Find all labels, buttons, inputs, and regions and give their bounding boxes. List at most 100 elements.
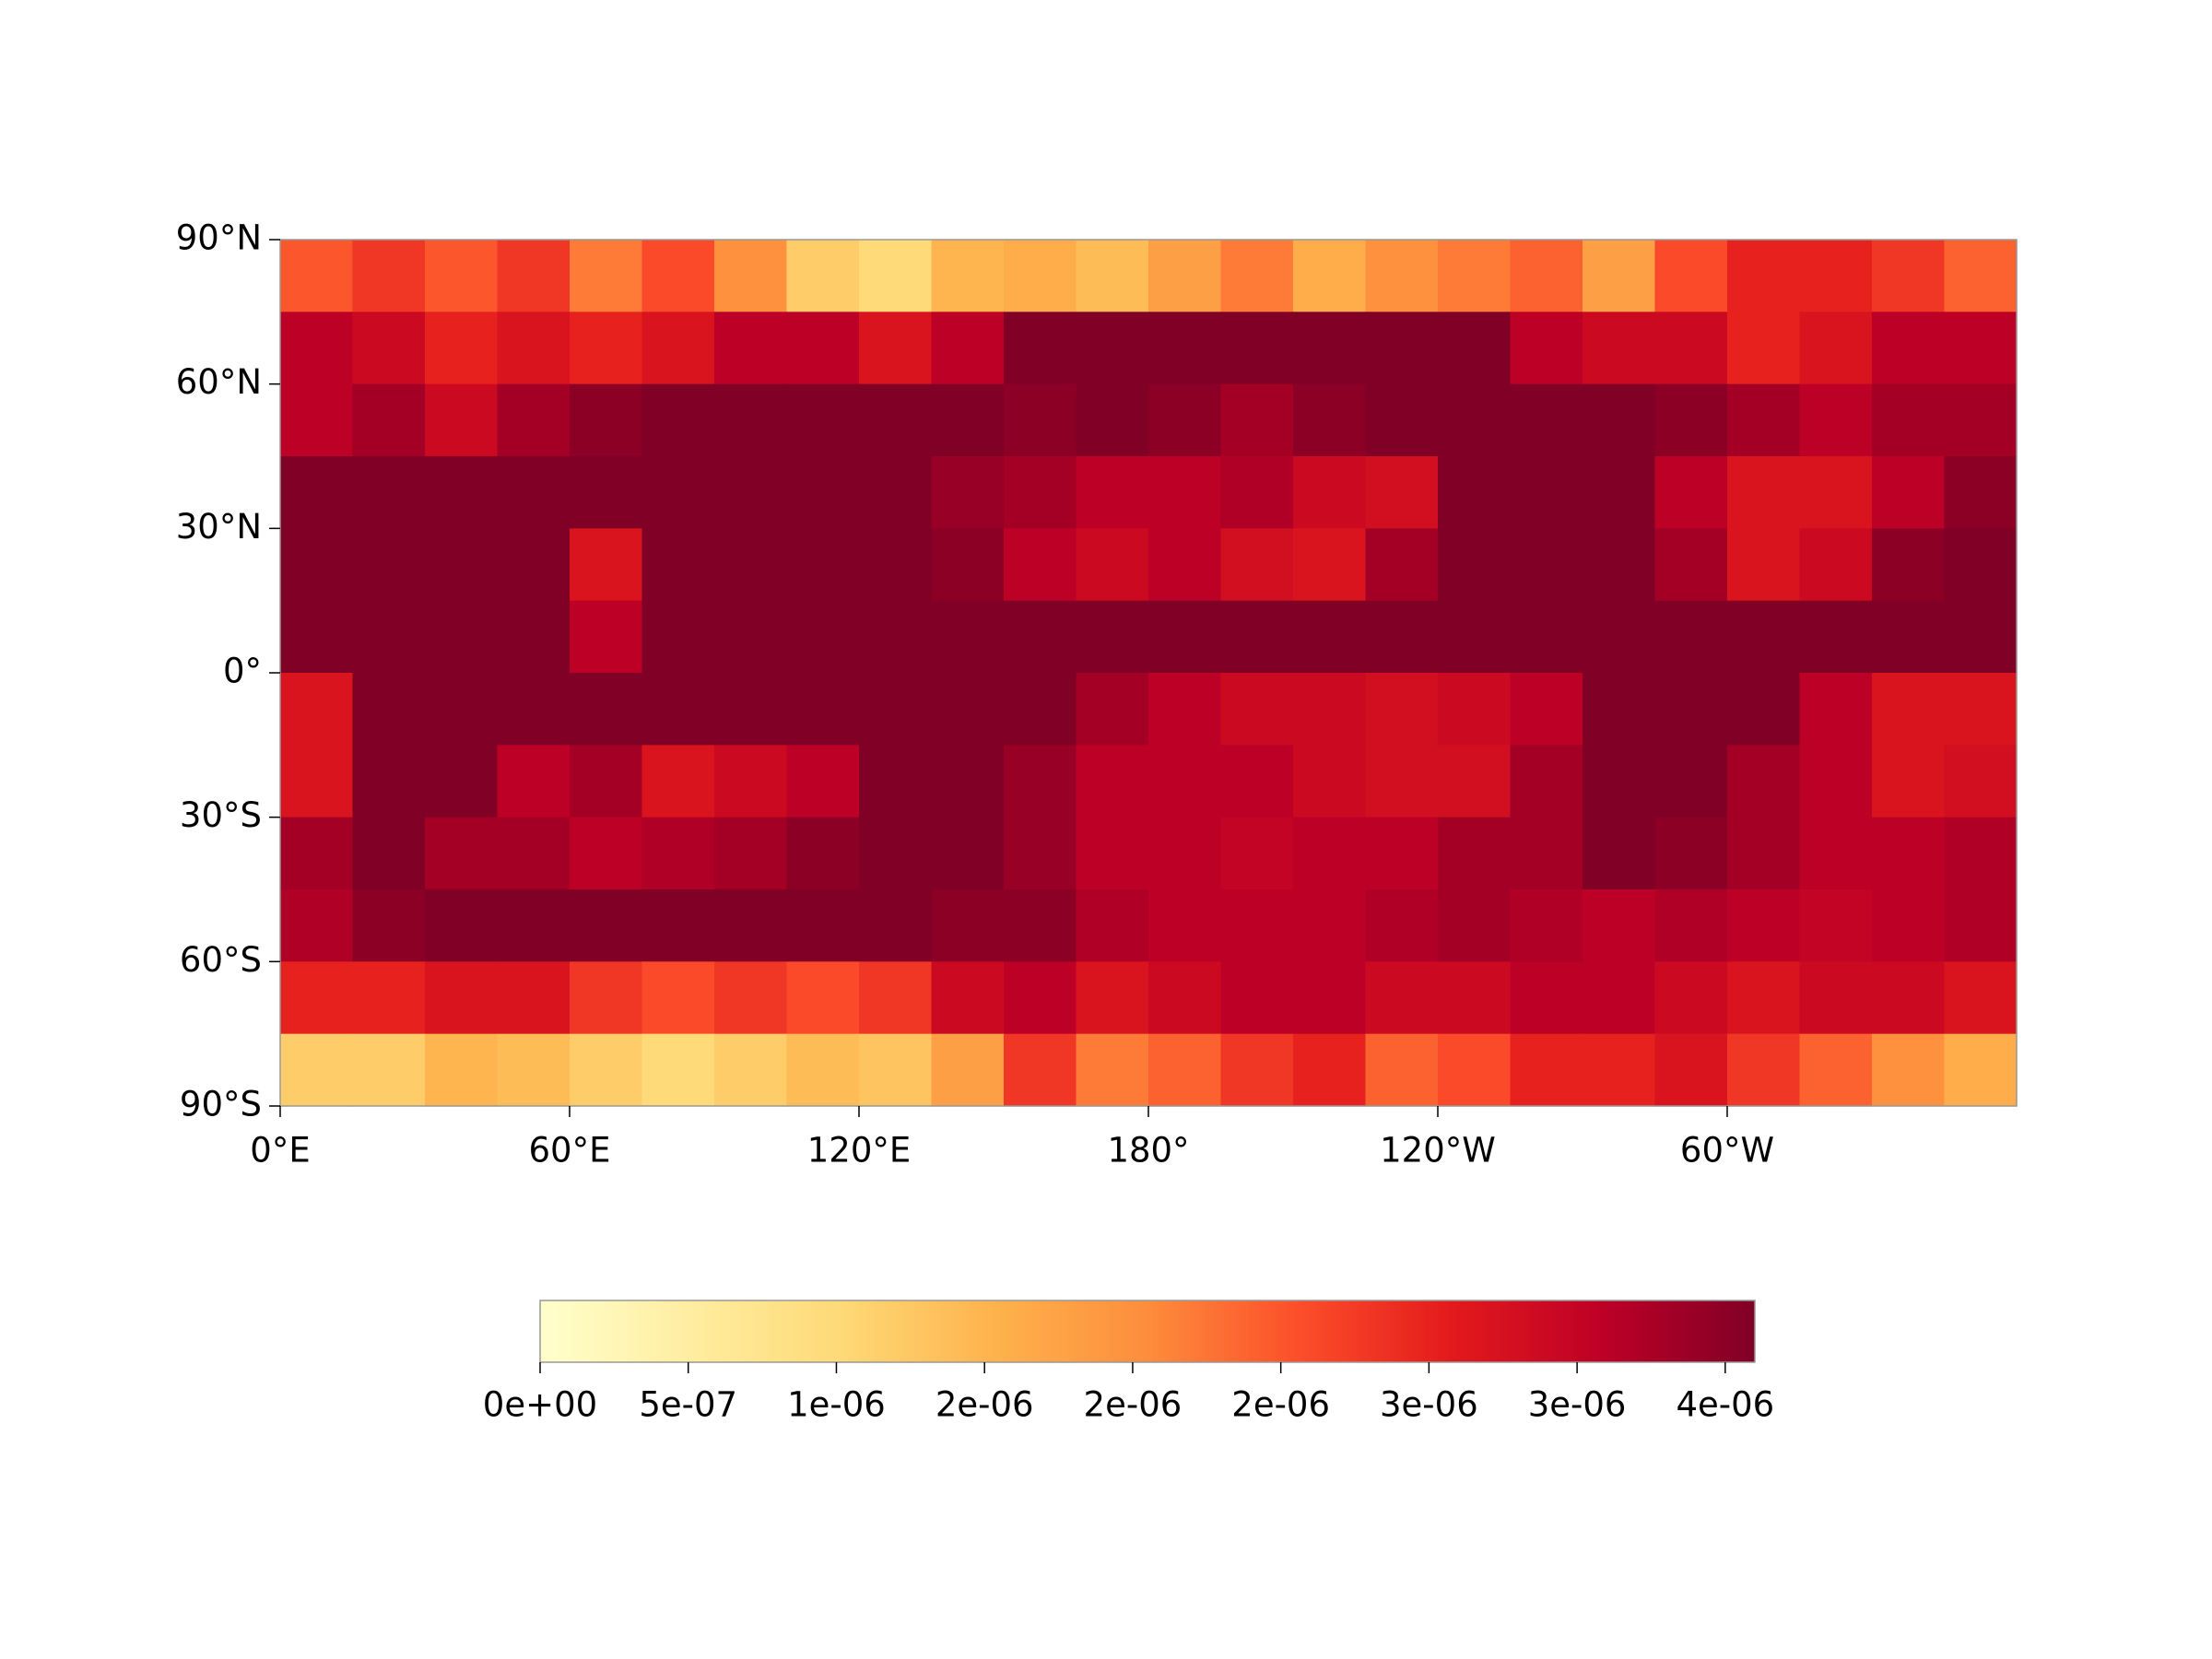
cell — [280, 817, 354, 890]
cell — [1654, 456, 1728, 529]
cell — [1510, 673, 1583, 746]
cell — [1944, 961, 2018, 1035]
cell — [1944, 817, 2018, 890]
cell — [859, 383, 933, 457]
cell — [1004, 600, 1077, 674]
cell — [570, 312, 643, 385]
cell — [1220, 961, 1294, 1035]
cell — [1654, 961, 1728, 1035]
cell — [1293, 528, 1367, 602]
cell — [1799, 312, 1873, 385]
x-tick-label: 180° — [1107, 1131, 1189, 1171]
cell — [1220, 383, 1294, 457]
cell — [1654, 889, 1728, 962]
cell — [714, 1033, 788, 1107]
cell — [859, 528, 933, 602]
cell — [1799, 528, 1873, 602]
cell — [1293, 889, 1367, 962]
cell — [1438, 383, 1512, 457]
cell — [1510, 528, 1583, 602]
cell — [1438, 889, 1512, 962]
x-tick-label: 120°W — [1380, 1131, 1496, 1171]
cell — [1076, 961, 1149, 1035]
cell — [1365, 456, 1439, 529]
cell — [1727, 528, 1801, 602]
cell — [641, 240, 715, 312]
colorbar-tick-label: 2e-06 — [1084, 1385, 1182, 1425]
cell — [714, 961, 788, 1035]
cell — [1944, 528, 2018, 602]
cell — [1148, 383, 1222, 457]
cell — [425, 240, 499, 312]
cell — [1872, 383, 1946, 457]
cell — [425, 889, 499, 962]
cell — [1365, 1033, 1439, 1107]
cell — [1220, 673, 1294, 746]
cell — [1076, 312, 1149, 385]
x-tick-label: 60°W — [1680, 1131, 1774, 1171]
cell — [1727, 673, 1801, 746]
colorbar-tick-label: 1e-06 — [787, 1385, 886, 1425]
cell — [714, 312, 788, 385]
cell — [931, 312, 1005, 385]
cell — [1510, 456, 1583, 529]
cell — [1510, 961, 1583, 1035]
cell — [352, 1033, 426, 1107]
colorbar-tick-label: 2e-06 — [1231, 1385, 1330, 1425]
cell — [1076, 817, 1149, 890]
cell — [1583, 528, 1656, 602]
cell — [1872, 240, 1946, 312]
cell — [1438, 240, 1512, 312]
cell — [570, 889, 643, 962]
cell — [570, 240, 643, 312]
cell — [786, 456, 860, 529]
cell — [1872, 745, 1946, 818]
cell — [786, 383, 860, 457]
y-tick-label: 60°S — [180, 940, 262, 980]
cell — [1004, 383, 1077, 457]
cell — [1944, 745, 2018, 818]
cell — [641, 1033, 715, 1107]
cell — [497, 673, 571, 746]
cell — [786, 1033, 860, 1107]
cell — [1510, 817, 1583, 890]
cell — [1004, 456, 1077, 529]
cell — [714, 745, 788, 818]
cell — [1872, 961, 1946, 1035]
cell — [1799, 1033, 1873, 1107]
cell — [641, 600, 715, 674]
cell — [1510, 1033, 1583, 1107]
cell — [1872, 600, 1946, 674]
cell — [1944, 383, 2018, 457]
cell — [714, 600, 788, 674]
cell — [641, 456, 715, 529]
cell — [786, 889, 860, 962]
y-tick-label: 90°S — [180, 1085, 262, 1124]
cell — [1872, 456, 1946, 529]
cell — [425, 961, 499, 1035]
cell — [714, 817, 788, 890]
cell — [714, 240, 788, 312]
cell — [497, 961, 571, 1035]
cell — [1438, 961, 1512, 1035]
cell — [1583, 312, 1656, 385]
cell — [1076, 673, 1149, 746]
cell — [1872, 312, 1946, 385]
cell — [352, 673, 426, 746]
cell — [280, 456, 354, 529]
cell — [1799, 600, 1873, 674]
cell — [1799, 240, 1873, 312]
cell — [1148, 745, 1222, 818]
cell — [1365, 312, 1439, 385]
cell — [1654, 1033, 1728, 1107]
cell — [1944, 600, 2018, 674]
cell — [352, 745, 426, 818]
cell — [425, 600, 499, 674]
cell — [1654, 745, 1728, 818]
cell — [641, 889, 715, 962]
cell — [570, 673, 643, 746]
cell — [1293, 383, 1367, 457]
cell — [1004, 889, 1077, 962]
cell — [1293, 1033, 1367, 1107]
